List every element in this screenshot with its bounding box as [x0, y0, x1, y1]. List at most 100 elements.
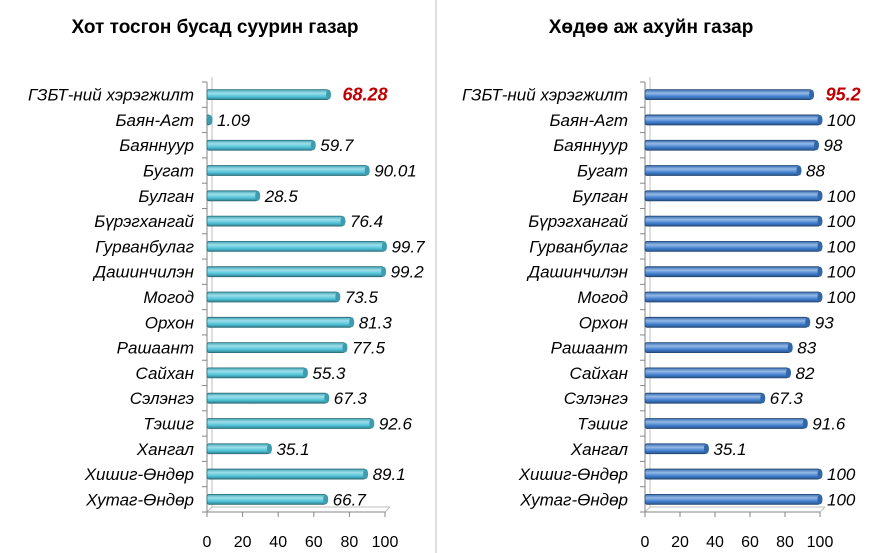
- category-label: Хангал: [570, 440, 629, 459]
- value-label: 90.01: [374, 162, 417, 181]
- bar: [644, 367, 789, 379]
- bar: [206, 165, 368, 176]
- bar-end-cap: [817, 266, 823, 277]
- category-label: Тэшиг: [577, 414, 628, 433]
- value-label: 99.7: [391, 237, 425, 256]
- bar: [206, 367, 306, 379]
- bar-end-cap: [809, 89, 815, 100]
- bar: [644, 392, 764, 404]
- bar-end-cap: [817, 216, 823, 227]
- bar: [206, 241, 385, 252]
- bar: [206, 468, 366, 480]
- category-label: Орхон: [579, 313, 629, 332]
- category-label: Хутаг-Өндөр: [519, 490, 628, 509]
- category-label: Хишиг-Өндөр: [518, 465, 628, 484]
- category-label: Булган: [138, 187, 194, 206]
- category-label: Бүрэгхангай: [94, 212, 194, 231]
- category-label: Бугат: [577, 162, 628, 181]
- bar: [644, 316, 809, 328]
- category-label: Сэлэнгэ: [130, 389, 194, 408]
- category-label: Рашаант: [117, 339, 194, 358]
- bar-end-cap: [310, 140, 316, 151]
- value-label: 93: [815, 313, 834, 332]
- bar: [644, 165, 800, 176]
- category-label: Баяннуур: [553, 136, 628, 155]
- chart-right: Хөдөө аж ахуйн газар 0 20 40 60 80 100 ГЗБТ-ний…: [462, 17, 861, 551]
- bar: [644, 443, 707, 455]
- bar-end-cap: [805, 317, 811, 328]
- bar: [206, 443, 270, 455]
- value-label: 55.3: [312, 364, 346, 383]
- x-tick-label: 20: [234, 534, 252, 551]
- value-label: 67.3: [770, 389, 804, 408]
- bar: [206, 139, 314, 151]
- value-label: 99.2: [391, 263, 425, 282]
- category-label: Гурванбулаг: [95, 237, 194, 256]
- bar-end-cap: [760, 393, 766, 404]
- value-label: 82: [796, 364, 815, 383]
- bar-end-cap: [787, 342, 793, 353]
- bar-end-cap: [817, 241, 823, 252]
- bar: [644, 342, 791, 353]
- bar-end-cap: [349, 317, 355, 328]
- bar-end-cap: [796, 165, 802, 176]
- bar-end-cap: [381, 266, 387, 277]
- bar-end-cap: [703, 443, 709, 454]
- bar-end-cap: [363, 469, 369, 480]
- x-tick-label: 0: [641, 534, 650, 551]
- value-label: 100: [827, 263, 856, 282]
- x-tick-label: 20: [671, 534, 689, 551]
- category-label: Дашинчилэн: [526, 263, 629, 282]
- bar: [206, 342, 346, 353]
- bar: [644, 468, 821, 480]
- category-label: Дашинчилэн: [92, 263, 195, 282]
- bar-end-cap: [369, 418, 375, 429]
- bar-end-cap: [817, 190, 823, 201]
- value-label: 1.09: [217, 111, 251, 130]
- category-label: Тэшиг: [143, 414, 194, 433]
- category-label: Хутаг-Өндөр: [85, 490, 194, 509]
- bar-end-cap: [340, 216, 346, 227]
- bar: [644, 215, 821, 227]
- bar-end-cap: [326, 89, 332, 100]
- value-label: 88: [806, 162, 825, 181]
- category-label: Булган: [572, 187, 628, 206]
- value-label: 89.1: [373, 465, 406, 484]
- value-label: 77.5: [352, 339, 386, 358]
- category-label: Баян-Агт: [549, 111, 628, 130]
- value-label: 68.28: [343, 85, 388, 105]
- category-label: Рашаант: [551, 339, 628, 358]
- floor-corner-line: [819, 506, 826, 513]
- x-tick-label: 80: [341, 534, 359, 551]
- bar: [644, 139, 817, 151]
- bar-end-cap: [814, 140, 819, 151]
- value-label: 100: [827, 237, 856, 256]
- x-tick-label: 40: [269, 534, 287, 551]
- bar: [644, 89, 813, 101]
- bar-end-cap: [324, 393, 330, 404]
- bar-end-cap: [786, 367, 791, 378]
- category-label: Гурванбулаг: [529, 237, 628, 256]
- bar-end-cap: [802, 418, 808, 429]
- bar: [206, 418, 373, 429]
- bar-end-cap: [342, 342, 348, 353]
- bar-end-cap: [817, 494, 823, 505]
- bar-end-cap: [364, 165, 370, 176]
- category-label: Орхон: [145, 313, 195, 332]
- value-label: 35.1: [713, 440, 746, 459]
- category-label: Хишиг-Өндөр: [84, 465, 194, 484]
- bar: [644, 241, 821, 252]
- bar-end-cap: [255, 190, 261, 201]
- bar-end-cap: [207, 114, 213, 125]
- value-label: 98: [824, 136, 843, 155]
- category-label: Сайхан: [136, 364, 195, 383]
- value-label: 81.3: [359, 313, 393, 332]
- bar: [206, 89, 329, 101]
- chart-title: Хөдөө аж ахуйн газар: [549, 17, 754, 38]
- bar: [206, 493, 327, 505]
- x-tick-label: 60: [305, 534, 323, 551]
- category-label: ГЗБТ-ний хэрэгжилт: [462, 86, 628, 105]
- bar-end-cap: [302, 367, 308, 378]
